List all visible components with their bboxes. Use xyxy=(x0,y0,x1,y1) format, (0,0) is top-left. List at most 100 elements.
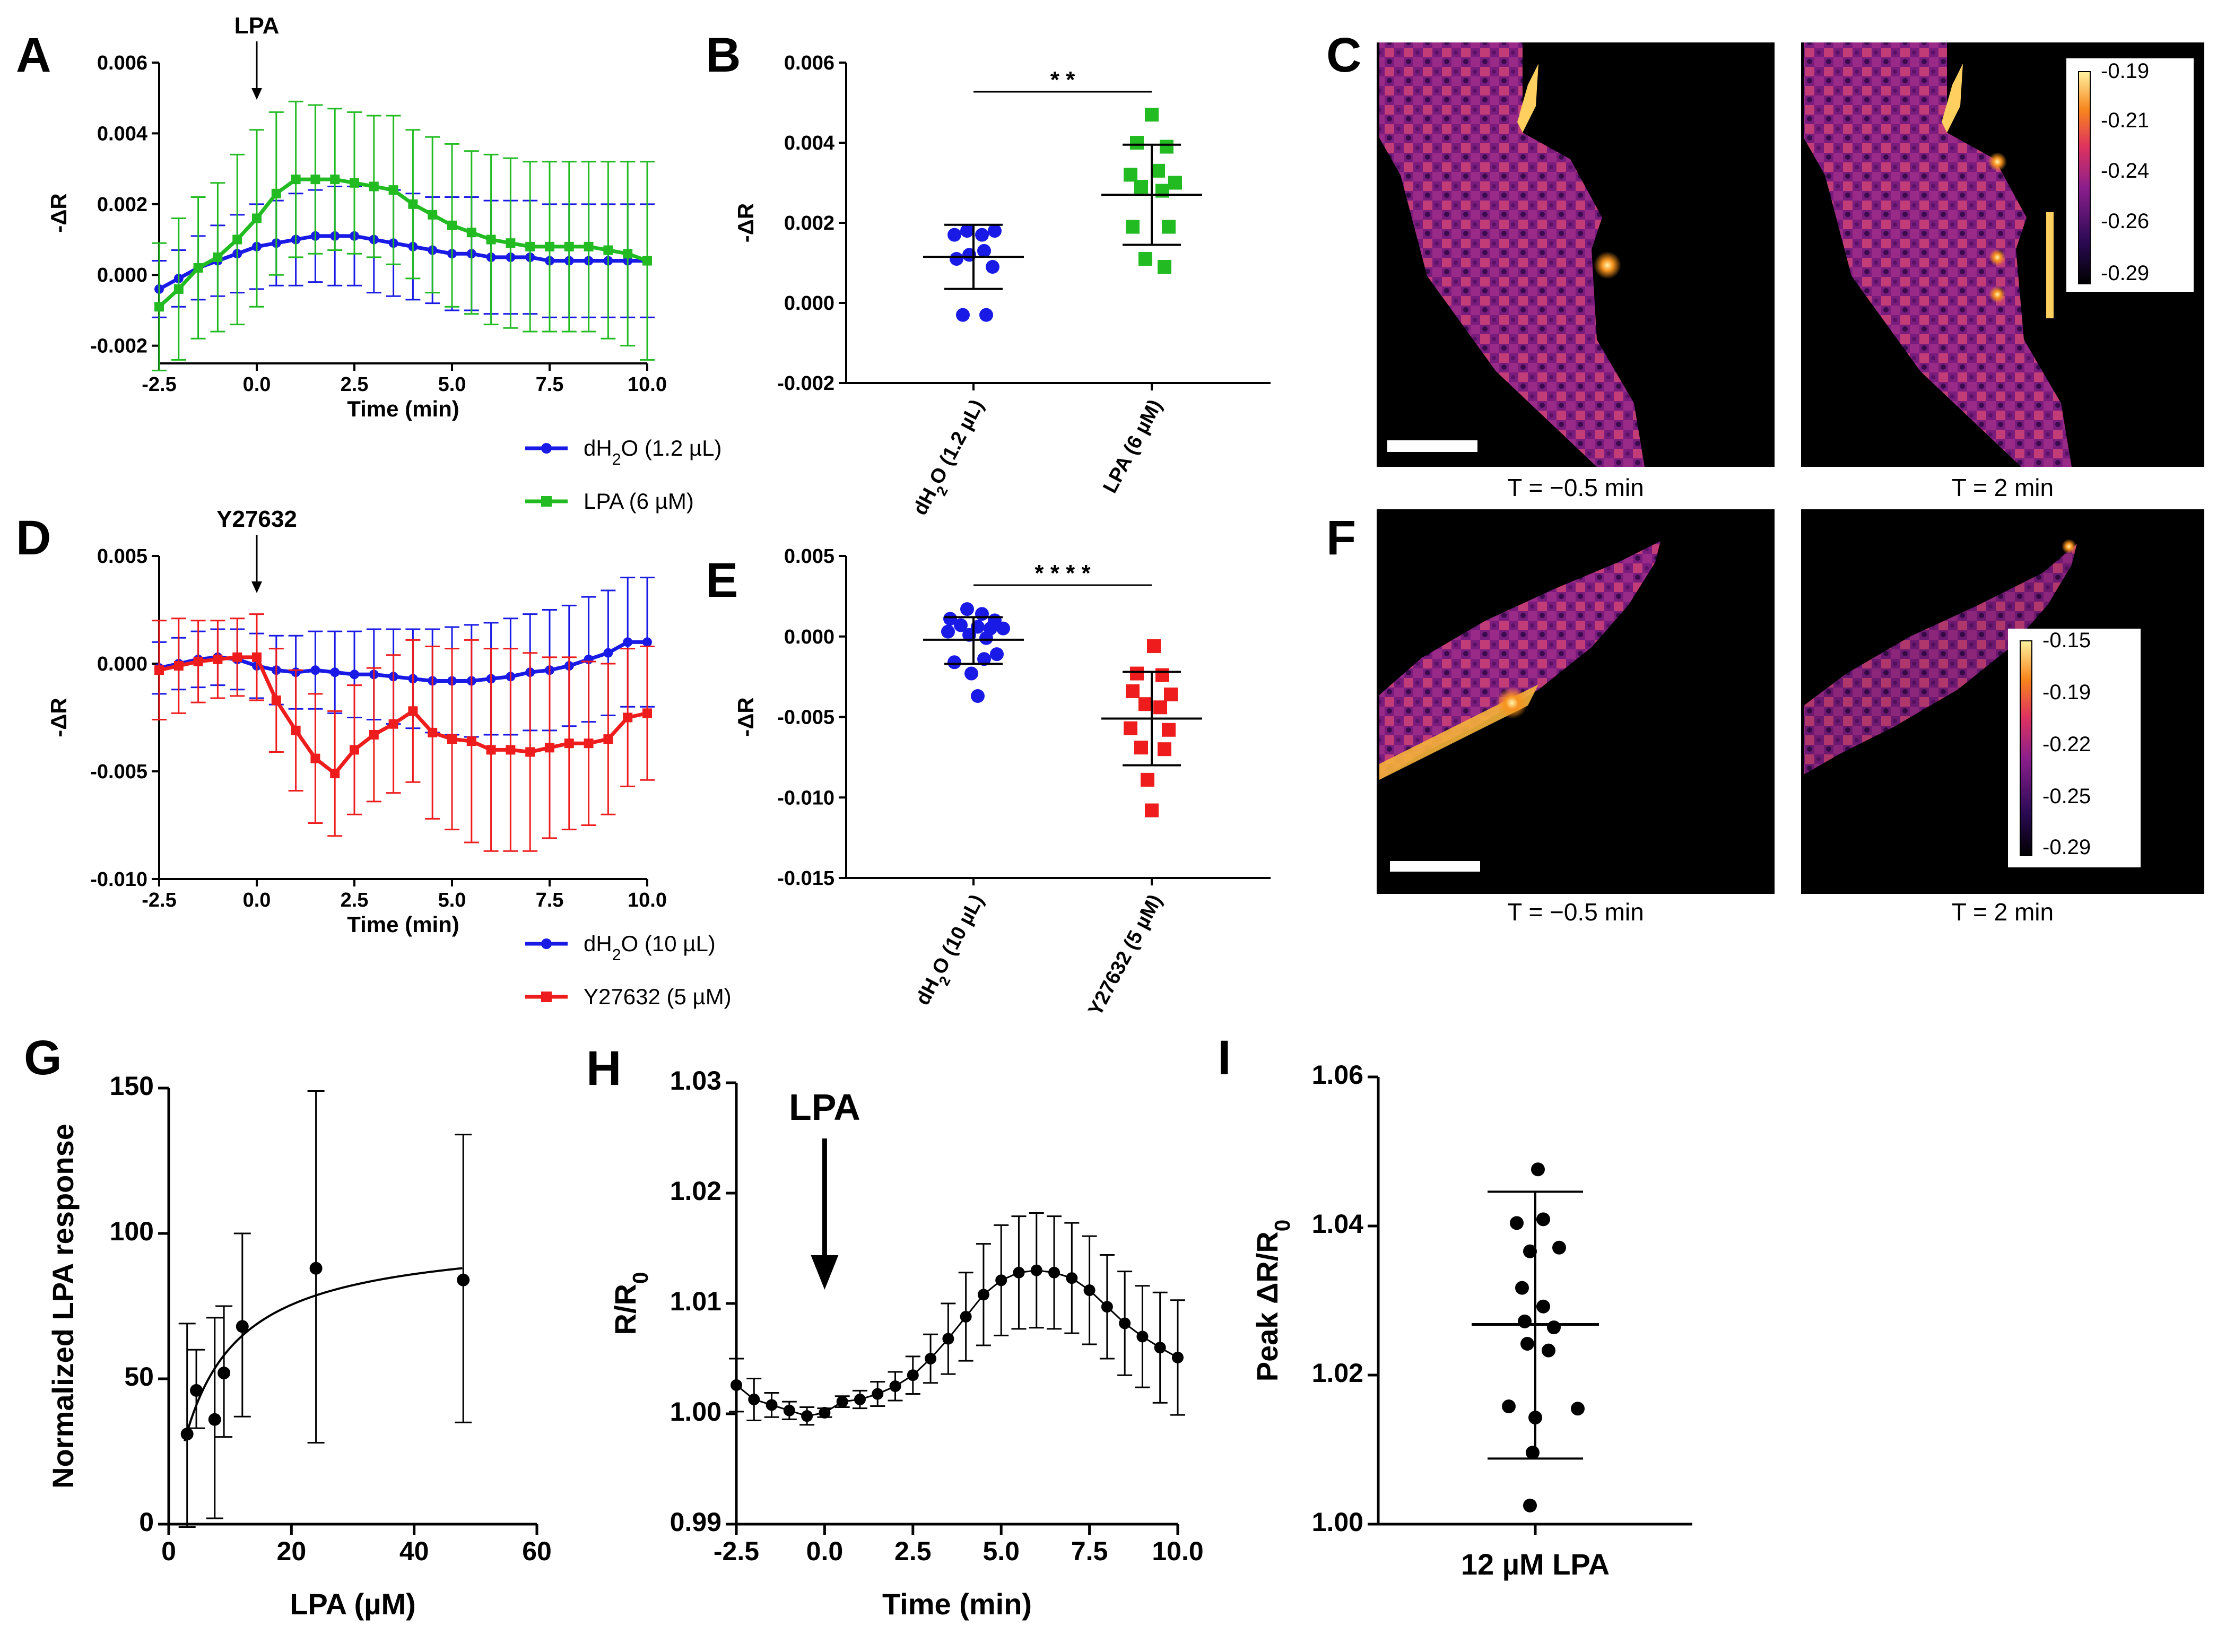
data-point xyxy=(801,1410,813,1422)
data-point xyxy=(388,719,398,729)
data-point xyxy=(1162,723,1176,737)
data-point xyxy=(1030,1264,1042,1276)
image-panel-f-right: -0.15 -0.19 -0.22 -0.25 -0.29 T = 2 min xyxy=(1801,509,2204,926)
significance-stars: * * * * xyxy=(1034,560,1091,586)
data-point xyxy=(642,256,652,266)
data-point xyxy=(1536,1212,1550,1227)
y-tick-label: 0.004 xyxy=(784,132,834,154)
data-point xyxy=(947,655,961,670)
cell-shape xyxy=(1804,544,2077,775)
panel-label-h: H xyxy=(586,1041,621,1095)
colorbar-label: -0.29 xyxy=(2101,262,2149,285)
data-point xyxy=(271,188,281,198)
data-point xyxy=(996,621,1010,636)
legend-marker xyxy=(541,443,552,454)
data-point xyxy=(1119,1317,1131,1329)
data-point xyxy=(1526,1446,1540,1460)
colorbar-label: -0.25 xyxy=(2042,785,2091,808)
colorbar-label: -0.22 xyxy=(2042,733,2091,756)
data-point xyxy=(1126,684,1140,698)
y-axis-label: -ΔR xyxy=(733,203,758,243)
series-line xyxy=(159,655,648,776)
group-1: Y27632 (5 µM) xyxy=(1084,639,1202,1020)
cell-edge-bright xyxy=(2046,212,2054,318)
caption-c-right: T = 2 min xyxy=(1952,474,2054,501)
x-axis-label: Time (min) xyxy=(347,396,459,421)
x-tick-label: 0.0 xyxy=(243,889,271,911)
annotation-arrowhead xyxy=(251,581,262,593)
data-point xyxy=(960,1310,972,1323)
y-tick-label: 0.006 xyxy=(784,52,834,74)
data-point xyxy=(1124,168,1137,182)
colorbar-label: -0.29 xyxy=(2042,836,2091,859)
data-point xyxy=(1153,700,1167,715)
data-point xyxy=(1571,1402,1585,1416)
data-point xyxy=(603,734,613,744)
data-point xyxy=(603,648,613,658)
data-point xyxy=(218,1367,231,1380)
data-point xyxy=(564,241,574,251)
data-point xyxy=(350,670,359,680)
data-point xyxy=(950,251,963,266)
x-tick-label: 0.0 xyxy=(806,1536,844,1566)
data-point xyxy=(486,234,496,245)
data-point xyxy=(1013,1266,1025,1279)
data-point xyxy=(457,1273,470,1286)
data-point xyxy=(642,637,652,647)
data-point xyxy=(623,637,633,647)
data-point xyxy=(1130,136,1144,150)
data-point xyxy=(252,213,262,223)
colorbar-label: -0.15 xyxy=(2042,629,2091,652)
y-tick-label: 0.002 xyxy=(97,194,147,216)
data-point xyxy=(1130,666,1144,681)
x-axis-label: LPA (µM) xyxy=(290,1587,416,1621)
panel-label-b: B xyxy=(706,28,741,82)
data-point xyxy=(173,661,184,671)
panel-label-f: F xyxy=(1326,511,1356,565)
x-tick-label: 7.5 xyxy=(1071,1536,1108,1566)
scale-bar xyxy=(1390,861,1480,872)
data-point xyxy=(941,624,955,639)
data-point xyxy=(977,652,991,666)
data-point xyxy=(1502,1399,1516,1414)
series-Y27632 (5 µM) xyxy=(152,613,655,852)
data-point xyxy=(623,712,633,723)
data-point xyxy=(1523,1498,1537,1512)
y-tick-label: -0.010 xyxy=(90,868,147,891)
data-point xyxy=(642,708,652,718)
data-point xyxy=(1520,1336,1534,1351)
data-point xyxy=(1158,742,1171,757)
data-point xyxy=(173,284,184,294)
panel-label-a: A xyxy=(16,28,51,82)
chart-h: 0.99 1.00 1.01 1.02 1.03 -2.5 0.0 2.5 5.0 7.5 10.0… xyxy=(608,1066,1204,1621)
chart-b: -0.002 0.000 0.002 0.004 0.006 -ΔR dH2O (1.2 µ… xyxy=(733,52,1271,519)
x-tick-label: -2.5 xyxy=(714,1536,759,1566)
data-point xyxy=(388,185,398,195)
x-tick-label: -2.5 xyxy=(142,889,176,911)
y-tick-label: -0.015 xyxy=(777,867,834,890)
data-point xyxy=(330,667,340,677)
data-point xyxy=(977,1289,989,1301)
data-point xyxy=(330,769,340,779)
legend-label: dH2O (1.2 µL) xyxy=(584,436,721,468)
colorbar-label: -0.24 xyxy=(2101,159,2149,182)
data-point xyxy=(310,665,320,675)
y-tick-label: -0.005 xyxy=(777,707,834,729)
data-point xyxy=(466,736,476,746)
data-point xyxy=(208,1413,221,1426)
x-tick-label: 5.0 xyxy=(438,373,466,396)
y-tick-label: 1.04 xyxy=(1312,1209,1364,1239)
data-point xyxy=(408,199,418,209)
data-point xyxy=(977,244,991,258)
legend-marker xyxy=(541,992,552,1002)
data-point xyxy=(907,1369,919,1381)
panel-label-g: G xyxy=(24,1031,62,1085)
data-point xyxy=(369,181,379,192)
data-point xyxy=(603,245,613,255)
data-point xyxy=(154,665,164,675)
data-point xyxy=(154,302,164,312)
x-tick-label: 10.0 xyxy=(628,373,667,396)
data-point xyxy=(947,228,961,242)
y-tick-label: 0.000 xyxy=(97,653,147,675)
